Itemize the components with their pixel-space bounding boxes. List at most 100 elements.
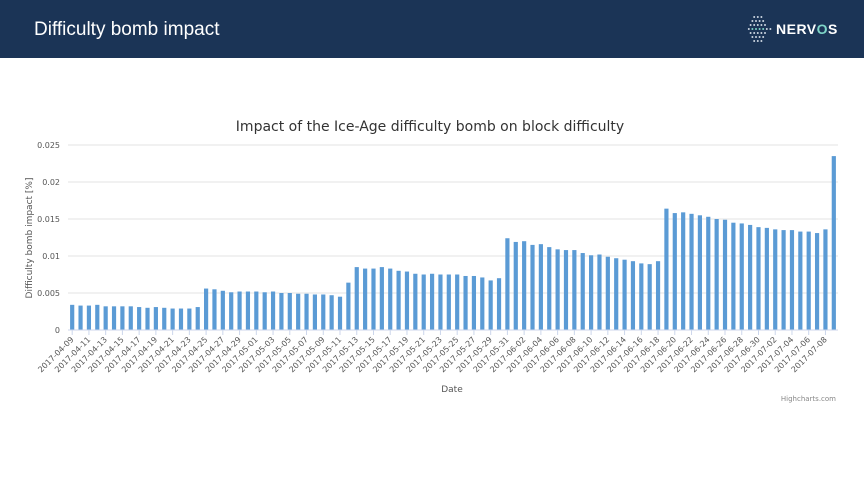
bar[interactable] bbox=[496, 278, 502, 330]
bar[interactable] bbox=[321, 294, 326, 330]
bar[interactable] bbox=[429, 273, 435, 330]
bar[interactable] bbox=[388, 268, 393, 330]
bar[interactable] bbox=[589, 255, 594, 330]
y-axis-label: Difficulty bomb impact [%] bbox=[25, 178, 35, 299]
bar[interactable] bbox=[530, 244, 535, 330]
bar[interactable] bbox=[739, 223, 744, 330]
bar[interactable] bbox=[371, 268, 376, 330]
bar[interactable] bbox=[605, 256, 610, 330]
bar[interactable] bbox=[689, 213, 694, 330]
bar[interactable] bbox=[95, 304, 100, 330]
bar[interactable] bbox=[756, 227, 761, 330]
bar[interactable] bbox=[547, 247, 552, 330]
bar[interactable] bbox=[178, 308, 184, 330]
bar[interactable] bbox=[337, 296, 343, 330]
bar[interactable] bbox=[580, 253, 585, 330]
bar[interactable] bbox=[764, 227, 769, 330]
bar[interactable] bbox=[153, 307, 158, 330]
bar[interactable] bbox=[748, 224, 753, 330]
bar[interactable] bbox=[597, 254, 602, 330]
bar[interactable] bbox=[572, 250, 577, 330]
bar[interactable] bbox=[538, 244, 543, 330]
bar[interactable] bbox=[363, 268, 368, 330]
bar[interactable] bbox=[296, 293, 301, 330]
bar[interactable] bbox=[86, 305, 92, 330]
bar[interactable] bbox=[722, 219, 728, 330]
y-tick-label: 0.025 bbox=[37, 141, 60, 150]
bar[interactable] bbox=[212, 289, 217, 330]
bar[interactable] bbox=[513, 241, 518, 330]
bar[interactable] bbox=[204, 288, 209, 330]
bar[interactable] bbox=[831, 156, 836, 330]
bar[interactable] bbox=[220, 290, 225, 330]
bar[interactable] bbox=[814, 233, 820, 330]
bar[interactable] bbox=[195, 307, 200, 330]
bar[interactable] bbox=[714, 219, 719, 330]
bar[interactable] bbox=[455, 274, 460, 331]
bar[interactable] bbox=[505, 238, 510, 330]
bar[interactable] bbox=[664, 208, 669, 330]
bar[interactable] bbox=[245, 291, 251, 330]
bar[interactable] bbox=[563, 250, 569, 330]
bar[interactable] bbox=[78, 305, 83, 330]
bar[interactable] bbox=[396, 270, 401, 330]
bar[interactable] bbox=[304, 293, 309, 330]
bar[interactable] bbox=[806, 231, 811, 330]
bar[interactable] bbox=[145, 307, 150, 330]
y-tick-label: 0.005 bbox=[37, 289, 60, 298]
bar[interactable] bbox=[639, 263, 644, 330]
bar[interactable] bbox=[137, 307, 142, 330]
bar[interactable] bbox=[170, 308, 175, 330]
bar[interactable] bbox=[681, 212, 686, 330]
bar[interactable] bbox=[413, 273, 418, 330]
bar[interactable] bbox=[647, 264, 652, 330]
slide-header: Difficulty bomb impact NERVOS bbox=[0, 0, 864, 58]
bar[interactable] bbox=[823, 229, 828, 330]
bar[interactable] bbox=[773, 229, 778, 330]
bar[interactable] bbox=[438, 274, 443, 331]
bar[interactable] bbox=[103, 306, 108, 330]
y-tick-label: 0 bbox=[55, 326, 60, 335]
bar[interactable] bbox=[229, 292, 234, 330]
bar[interactable] bbox=[70, 304, 75, 330]
bar[interactable] bbox=[555, 249, 560, 330]
bar[interactable] bbox=[614, 258, 619, 330]
bar[interactable] bbox=[706, 216, 711, 330]
bar[interactable] bbox=[187, 308, 192, 330]
bar[interactable] bbox=[789, 230, 795, 330]
bar[interactable] bbox=[128, 306, 133, 330]
bar[interactable] bbox=[379, 267, 384, 330]
bar[interactable] bbox=[354, 267, 359, 330]
bar[interactable] bbox=[346, 282, 351, 330]
bar[interactable] bbox=[287, 293, 292, 330]
bar[interactable] bbox=[446, 274, 451, 331]
bar[interactable] bbox=[488, 280, 493, 330]
bar[interactable] bbox=[463, 275, 468, 330]
chart-credits[interactable]: Highcharts.com bbox=[781, 395, 836, 403]
bar[interactable] bbox=[237, 291, 242, 330]
bar[interactable] bbox=[329, 295, 334, 330]
bar[interactable] bbox=[262, 292, 267, 330]
bar[interactable] bbox=[522, 241, 527, 330]
bar[interactable] bbox=[111, 306, 117, 330]
bar[interactable] bbox=[279, 293, 284, 330]
bar[interactable] bbox=[672, 213, 677, 330]
bar[interactable] bbox=[480, 277, 485, 330]
nervos-logo: NERVOS bbox=[744, 14, 838, 44]
bar[interactable] bbox=[254, 291, 259, 330]
bar[interactable] bbox=[312, 294, 317, 330]
bar[interactable] bbox=[697, 215, 702, 330]
bar[interactable] bbox=[630, 261, 636, 330]
bar[interactable] bbox=[781, 230, 786, 330]
bar[interactable] bbox=[622, 259, 627, 330]
y-tick-label: 0.015 bbox=[37, 215, 60, 224]
bar[interactable] bbox=[471, 275, 477, 330]
bar[interactable] bbox=[798, 231, 803, 330]
bar[interactable] bbox=[655, 261, 661, 330]
bar[interactable] bbox=[270, 291, 276, 330]
bar[interactable] bbox=[120, 306, 125, 330]
bar[interactable] bbox=[731, 222, 736, 330]
bar[interactable] bbox=[421, 274, 426, 331]
bar[interactable] bbox=[162, 307, 167, 330]
bar[interactable] bbox=[404, 271, 410, 330]
